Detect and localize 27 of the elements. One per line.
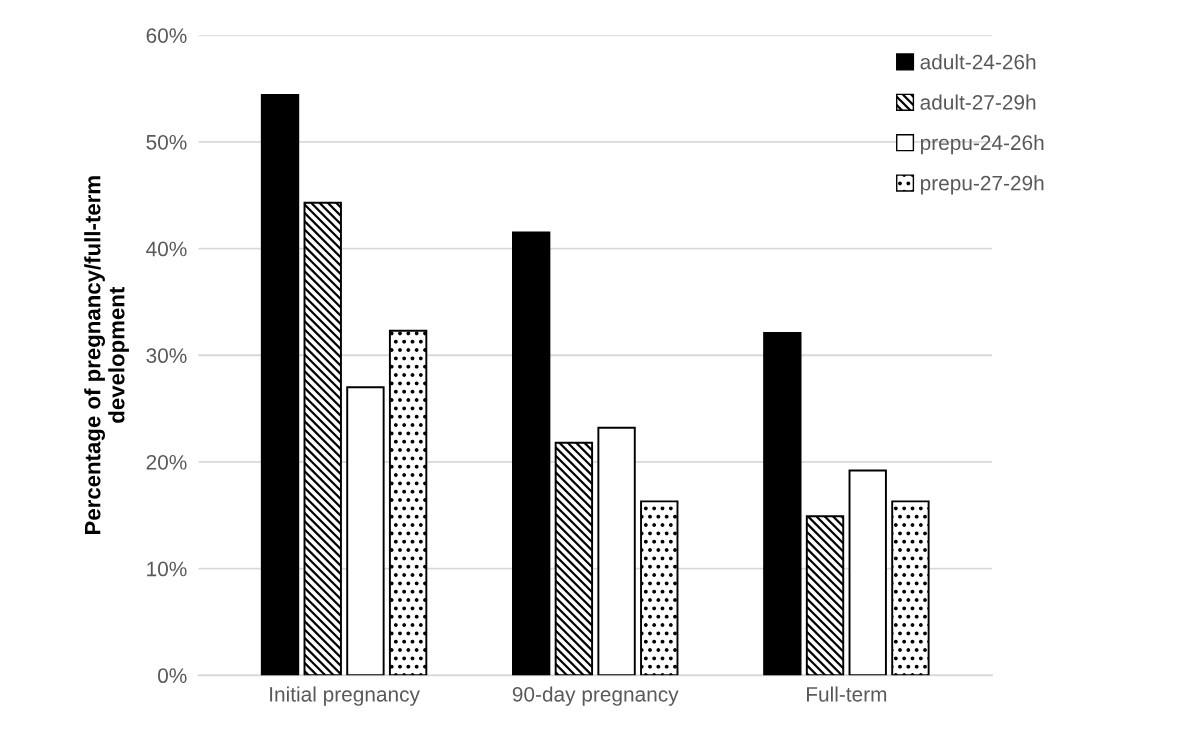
x-tick-label: Initial pregnancy [270,686,420,706]
bar [260,94,300,676]
bar [303,201,342,676]
bar [763,331,802,676]
legend-label: prepu-27-29h [920,175,1044,195]
bar [346,386,385,676]
legend-label: adult-24-26h [920,54,1036,70]
bar [805,515,845,676]
x-tick-label: 90-day pregnancy [512,686,679,706]
bar [640,500,679,676]
y-tick-label: 0% [158,668,187,684]
y-axis-title: Percentage of pregnancy/full-term development [84,176,129,535]
bar [848,469,887,676]
legend-label: prepu-24-26h [920,134,1044,155]
y-tick-label: 20% [146,454,187,470]
bar [891,500,930,676]
y-tick-label: 50% [146,134,187,150]
bar [512,231,551,676]
bar [554,441,594,676]
y-tick-label: 30% [146,348,187,364]
y-tick-label: 60% [146,28,187,43]
x-tick-label: Full-term [807,686,887,702]
y-tick-label: 10% [147,561,187,577]
legend-label: adult-27-29h [920,94,1036,110]
bar [388,329,428,676]
bar [597,426,636,676]
y-tick-label: 40% [146,241,187,257]
